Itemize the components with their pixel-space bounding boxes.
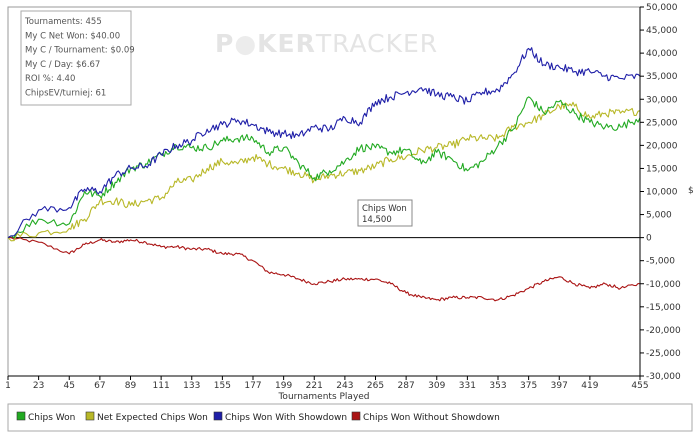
legend-box	[7, 403, 693, 432]
legend-swatch	[213, 411, 223, 421]
tooltip-title: Chips Won	[362, 204, 407, 214]
watermark: P●KERTRACKER	[215, 29, 438, 58]
stats-line: Tournaments: 455	[24, 17, 102, 27]
stats-line: My C / Tournament: $0.09	[25, 46, 135, 56]
x-tick-label: 375	[520, 381, 537, 391]
x-tick-label: 67	[94, 381, 105, 391]
legend: Chips Won Net Expected Chips Won Chips Won…	[7, 403, 693, 432]
x-tick-label: 397	[551, 381, 568, 391]
stats-line: ROI %: 4.40	[25, 74, 75, 84]
stats-box: Tournaments: 455 My C Net Won: $40.00 My C…	[20, 10, 135, 106]
x-tick-label: 133	[183, 381, 200, 391]
tooltip-value: 14,500	[362, 215, 392, 225]
legend-label: Chips Won Without Showdown	[363, 413, 500, 423]
stats-line: My C / Day: $6.67	[25, 60, 100, 70]
x-tick-label: 221	[306, 381, 323, 391]
x-tick-label: 155	[214, 381, 231, 391]
x-tick-label: 199	[275, 381, 292, 391]
legend-label: Chips Won With Showdown	[225, 413, 347, 423]
x-tick-label: 1	[5, 381, 11, 391]
y-tick-label: 20,000	[646, 141, 678, 151]
y-tick-label: 50,000	[646, 3, 678, 13]
x-axis-label: Tournaments Played	[277, 392, 369, 402]
stats-line: My C Net Won: $40.00	[25, 31, 120, 41]
y-tick-label: -15,000	[646, 303, 681, 313]
y-tick-label: -25,000	[646, 349, 681, 359]
y-tick-label: 40,000	[646, 49, 678, 59]
x-tick-label: 287	[398, 381, 415, 391]
y-tick-label: -20,000	[646, 326, 681, 336]
stats-line: ChipsEV/turniej: 61	[25, 89, 106, 99]
y-tick-label: 45,000	[646, 26, 678, 36]
x-tick-label: 265	[367, 381, 384, 391]
series-line-chips-won	[7, 96, 641, 239]
y-axis-label: $	[688, 186, 694, 196]
y-tick-label: 30,000	[646, 95, 678, 105]
watermark-logo: P●KERTRACKER	[215, 29, 438, 58]
legend-swatch	[351, 411, 361, 421]
legend-label: Net Expected Chips Won	[97, 413, 208, 423]
y-tick-label: -5,000	[646, 257, 675, 267]
x-tick-label: 419	[581, 381, 598, 391]
x-tick-label: 331	[459, 381, 476, 391]
x-tick-label: 23	[33, 381, 44, 391]
tooltip: Chips Won 14,500	[357, 199, 413, 227]
series-lines	[7, 47, 641, 302]
legend-swatch	[16, 411, 26, 421]
x-tick-label: 243	[336, 381, 353, 391]
y-tick-label: 35,000	[646, 72, 678, 82]
y-tick-label: 5,000	[646, 211, 672, 221]
legend-label: Chips Won	[28, 413, 75, 423]
series-line-net-expected-chips-won	[7, 101, 641, 242]
legend-swatch	[85, 411, 95, 421]
x-tick-label: 111	[153, 381, 170, 391]
series-line-chips-won-without-showdown	[8, 237, 641, 302]
x-tick-label: 353	[489, 381, 506, 391]
tooltip-box	[357, 199, 413, 227]
y-tick-label: 0	[646, 234, 652, 244]
x-tick-label: 455	[631, 381, 648, 391]
y-tick-label: 25,000	[646, 118, 678, 128]
x-tick-label: 177	[244, 381, 261, 391]
x-tick-label: 45	[64, 381, 75, 391]
series-line-chips-won-with-showdown	[7, 47, 641, 239]
y-tick-label: 10,000	[646, 188, 678, 198]
y-tick-label: 15,000	[646, 164, 678, 174]
x-tick-label: 89	[125, 381, 137, 391]
y-tick-label: -10,000	[646, 280, 681, 290]
axes: -30,000 -25,000 -20,000 -15,000 -10,000 -5,00…	[5, 3, 694, 402]
y-tick-label: -30,000	[646, 372, 681, 382]
stats-box-bg	[20, 10, 132, 106]
x-tick-label: 309	[428, 381, 445, 391]
